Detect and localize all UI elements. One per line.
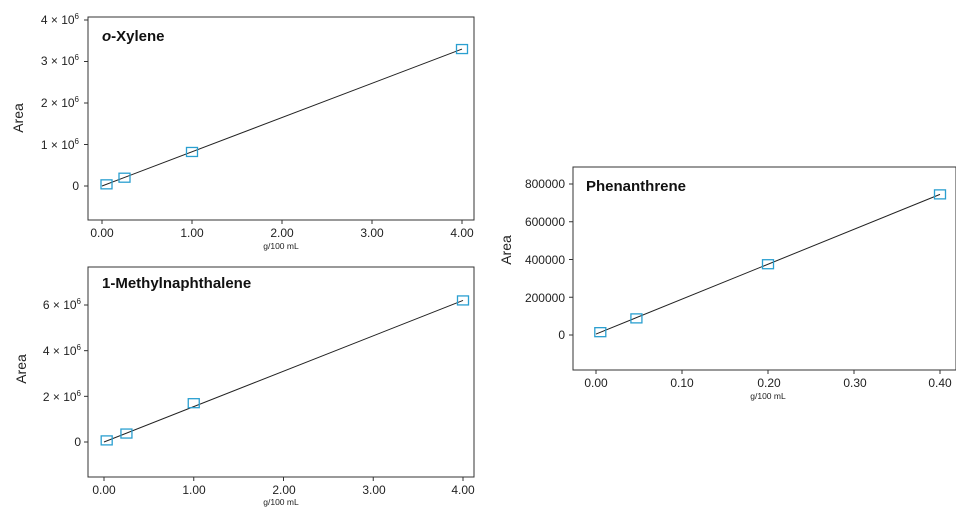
data-point-marker [455, 43, 469, 55]
y-tick-labels: 0 2 × 106 4 × 106 6 × 106 [43, 297, 82, 449]
x-tick-labels: 0.00 0.10 0.20 0.30 0.40 [584, 376, 952, 390]
y-tick-label: 2 × 106 [43, 389, 82, 404]
x-tick-label: 4.00 [450, 226, 474, 240]
y-tick-labels: 0 200000 400000 600000 800000 [525, 177, 565, 342]
data-point-marker [120, 428, 133, 439]
x-tick-label: 0.20 [757, 376, 781, 390]
y-tick-label: 4 × 106 [43, 343, 82, 358]
data-point-marker [761, 259, 775, 270]
x-axis-title: g/100 mL [750, 391, 786, 401]
chart-title: Phenanthrene [586, 178, 686, 195]
y-tick-labels: 0 1 × 106 2 × 106 3 × 106 4 × 106 [41, 12, 80, 193]
axis-ticks [84, 19, 463, 224]
x-tick-label: 0.00 [584, 376, 608, 390]
x-tick-label: 0.00 [90, 226, 114, 240]
chart-title: o-Xylene [102, 28, 165, 45]
x-axis-title: g/100 mL [263, 241, 299, 251]
x-tick-label: 0.30 [843, 376, 867, 390]
x-tick-labels: 0.00 1.00 2.00 3.00 4.00 [92, 483, 475, 497]
data-point-marker [933, 189, 947, 200]
fit-line [103, 299, 464, 443]
x-tick-label: 1.00 [180, 226, 204, 240]
y-tick-label: 600000 [525, 215, 565, 229]
x-tick-label: 2.00 [270, 226, 294, 240]
y-tick-label: 3 × 106 [41, 53, 80, 68]
y-tick-label: 1 × 106 [41, 137, 80, 152]
y-tick-label: 400000 [525, 253, 565, 267]
y-axis-title: Area [10, 103, 26, 133]
plot-frame [87, 266, 475, 478]
y-tick-label: 0 [74, 435, 81, 449]
x-tick-label: 3.00 [360, 226, 384, 240]
y-axis-title: Area [13, 354, 29, 384]
x-tick-labels: 0.00 1.00 2.00 3.00 4.00 [90, 226, 474, 240]
x-tick-label: 1.00 [182, 483, 206, 497]
y-tick-label: 0 [558, 328, 565, 342]
axis-ticks [569, 183, 941, 374]
data-point-marker [630, 313, 643, 324]
data-point-marker [100, 435, 113, 446]
data-point-marker [100, 179, 113, 190]
chart-phenanthrene: Phenanthrene Area g/100 mL 0.00 0.10 0.2… [498, 166, 956, 401]
fit-line [595, 193, 941, 335]
chart-1-methylnaphthalene: 1-Methylnaphthalene Area g/100 mL 0.00 1… [13, 266, 475, 507]
axis-ticks [84, 304, 464, 481]
y-tick-label: 800000 [525, 177, 565, 191]
data-point-marker [118, 172, 131, 183]
x-tick-label: 4.00 [451, 483, 475, 497]
data-marks [594, 189, 947, 338]
fit-line [101, 48, 463, 187]
y-tick-label: 200000 [525, 291, 565, 305]
x-tick-label: 0.40 [928, 376, 952, 390]
y-tick-label: 2 × 106 [41, 95, 80, 110]
y-tick-label: 4 × 106 [41, 12, 80, 27]
data-marks [100, 43, 469, 190]
x-tick-label: 2.00 [272, 483, 296, 497]
x-tick-label: 0.10 [670, 376, 694, 390]
x-tick-label: 3.00 [362, 483, 386, 497]
data-point-marker [185, 146, 199, 158]
data-marks [100, 295, 470, 446]
data-point-marker [594, 327, 607, 338]
x-tick-label: 0.00 [92, 483, 116, 497]
data-point-marker [187, 398, 200, 409]
chart-title: 1-Methylnaphthalene [102, 275, 251, 292]
plot-frame [572, 166, 956, 371]
y-axis-title: Area [498, 235, 514, 265]
y-tick-label: 0 [72, 179, 79, 193]
data-point-marker [456, 295, 470, 306]
chart-o-xylene: o-Xylene Area g/100 mL 0.00 1.00 2.00 3.… [10, 12, 475, 251]
y-tick-label: 6 × 106 [43, 297, 82, 312]
x-axis-title: g/100 mL [263, 497, 299, 507]
plot-frame [87, 16, 475, 221]
